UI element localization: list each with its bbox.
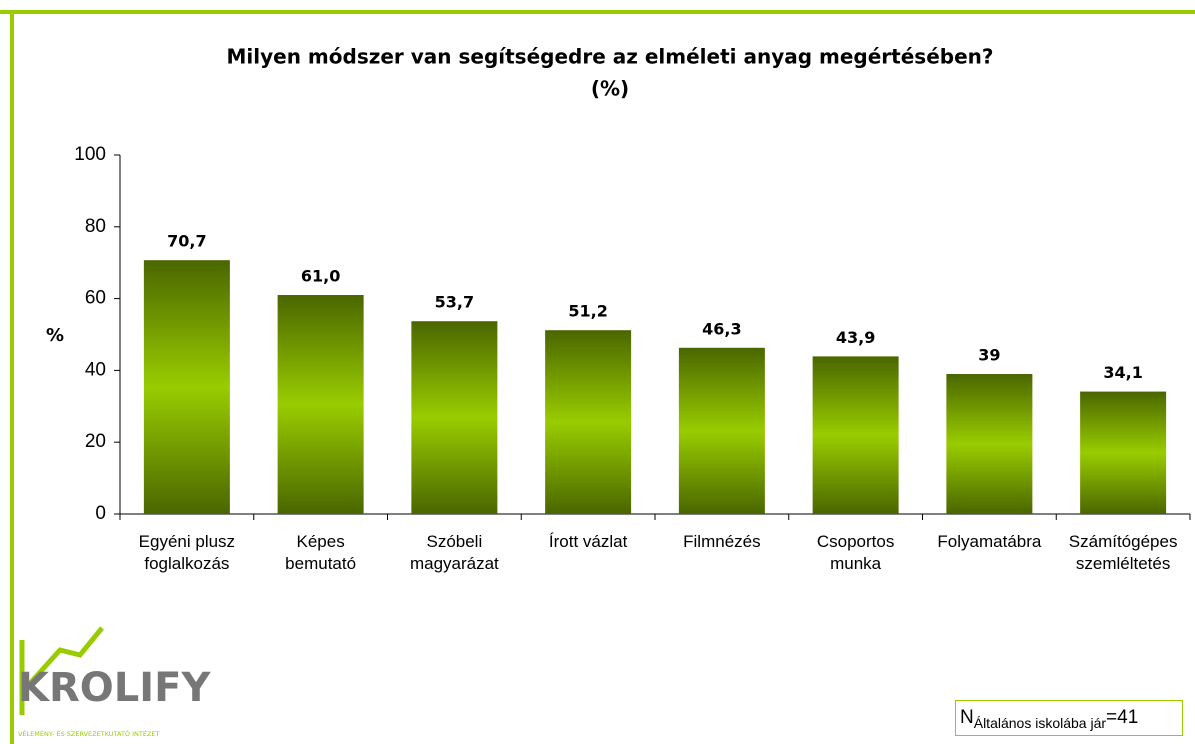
y-tick-label: 80 xyxy=(85,216,106,237)
bar xyxy=(143,260,230,514)
y-tick-label: 60 xyxy=(85,288,106,309)
value-label: 61,0 xyxy=(301,267,340,286)
value-label: 53,7 xyxy=(435,293,474,312)
logo-graphic xyxy=(19,626,104,715)
value-label: 51,2 xyxy=(568,302,607,321)
x-tick-label: Filmnézés xyxy=(683,532,761,551)
note-value: =41 xyxy=(1106,707,1139,728)
bar xyxy=(812,356,899,514)
value-label: 46,3 xyxy=(702,319,741,338)
logo-name: KROLIFY xyxy=(18,665,211,711)
bar xyxy=(545,330,632,514)
bar xyxy=(678,347,765,514)
x-tick-label: Csoportos munka xyxy=(816,532,895,573)
bar xyxy=(411,321,498,514)
x-tick-label: Szóbeli magyarázat xyxy=(409,532,499,573)
left-border xyxy=(10,10,14,744)
x-tick-label: Folyamatábra xyxy=(937,532,1042,551)
chart-subtitle: (%) xyxy=(591,77,629,101)
note-subscript: Általános iskolába jár xyxy=(973,714,1107,731)
top-border xyxy=(0,10,1195,14)
value-label: 70,7 xyxy=(167,232,206,251)
x-tick-label: Írott vázlat xyxy=(548,532,628,551)
x-tick-label: Számítógépes szemléltetés xyxy=(1068,532,1178,573)
value-label: 43,9 xyxy=(836,328,875,347)
note-symbol: N xyxy=(960,707,974,728)
value-label: 34,1 xyxy=(1103,363,1142,382)
y-tick-label: 40 xyxy=(85,359,106,380)
y-tick-label: 100 xyxy=(74,144,106,165)
chart-title: Milyen módszer van segítségedre az elmél… xyxy=(227,45,994,69)
x-tick-label: Képes bemutató xyxy=(285,532,357,573)
y-axis-label: % xyxy=(46,325,64,346)
x-tick-label: Egyéni plusz foglalkozás xyxy=(138,532,236,573)
y-tick-label: 20 xyxy=(85,431,106,452)
logo-tagline: VÉLEMÉNY- ÉS SZERVEZETKUTATÓ INTÉZET xyxy=(18,729,160,738)
logo: KROLIFY VÉLEMÉNY- ÉS SZERVEZETKUTATÓ INT… xyxy=(18,626,211,738)
bar xyxy=(946,373,1033,514)
value-label: 39 xyxy=(978,345,1000,364)
bar xyxy=(1080,391,1167,514)
bar xyxy=(277,295,364,514)
sample-note: NÁltalános iskolába jár=41 xyxy=(955,700,1183,736)
y-tick-label: 0 xyxy=(95,503,106,524)
